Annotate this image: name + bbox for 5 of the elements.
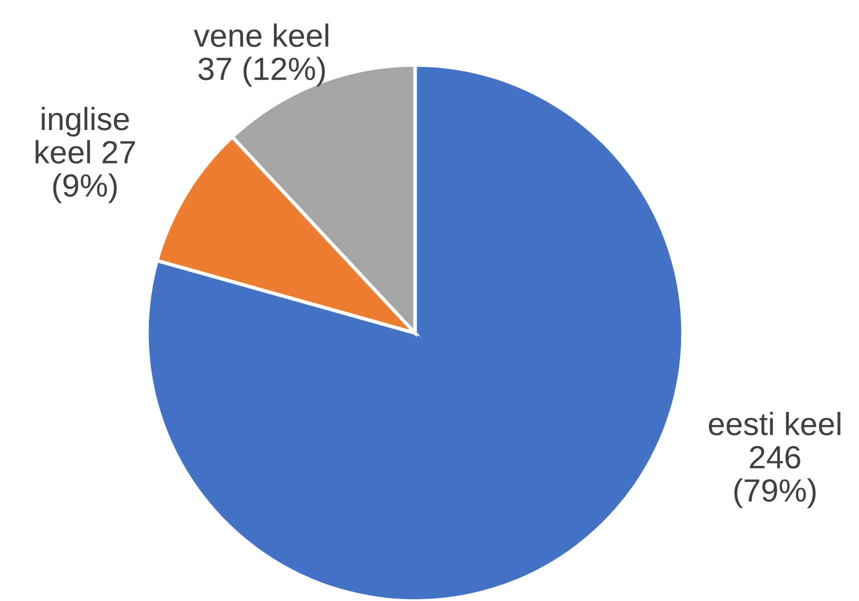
data-label: 246 (79%) bbox=[734, 446, 816, 508]
slice-label: eesti keel bbox=[708, 412, 840, 436]
slice-label: inglise keel 27 (9%) bbox=[36, 106, 135, 204]
slice-label: vene keel bbox=[194, 23, 328, 47]
data-label: 37 (12%) bbox=[198, 56, 325, 86]
